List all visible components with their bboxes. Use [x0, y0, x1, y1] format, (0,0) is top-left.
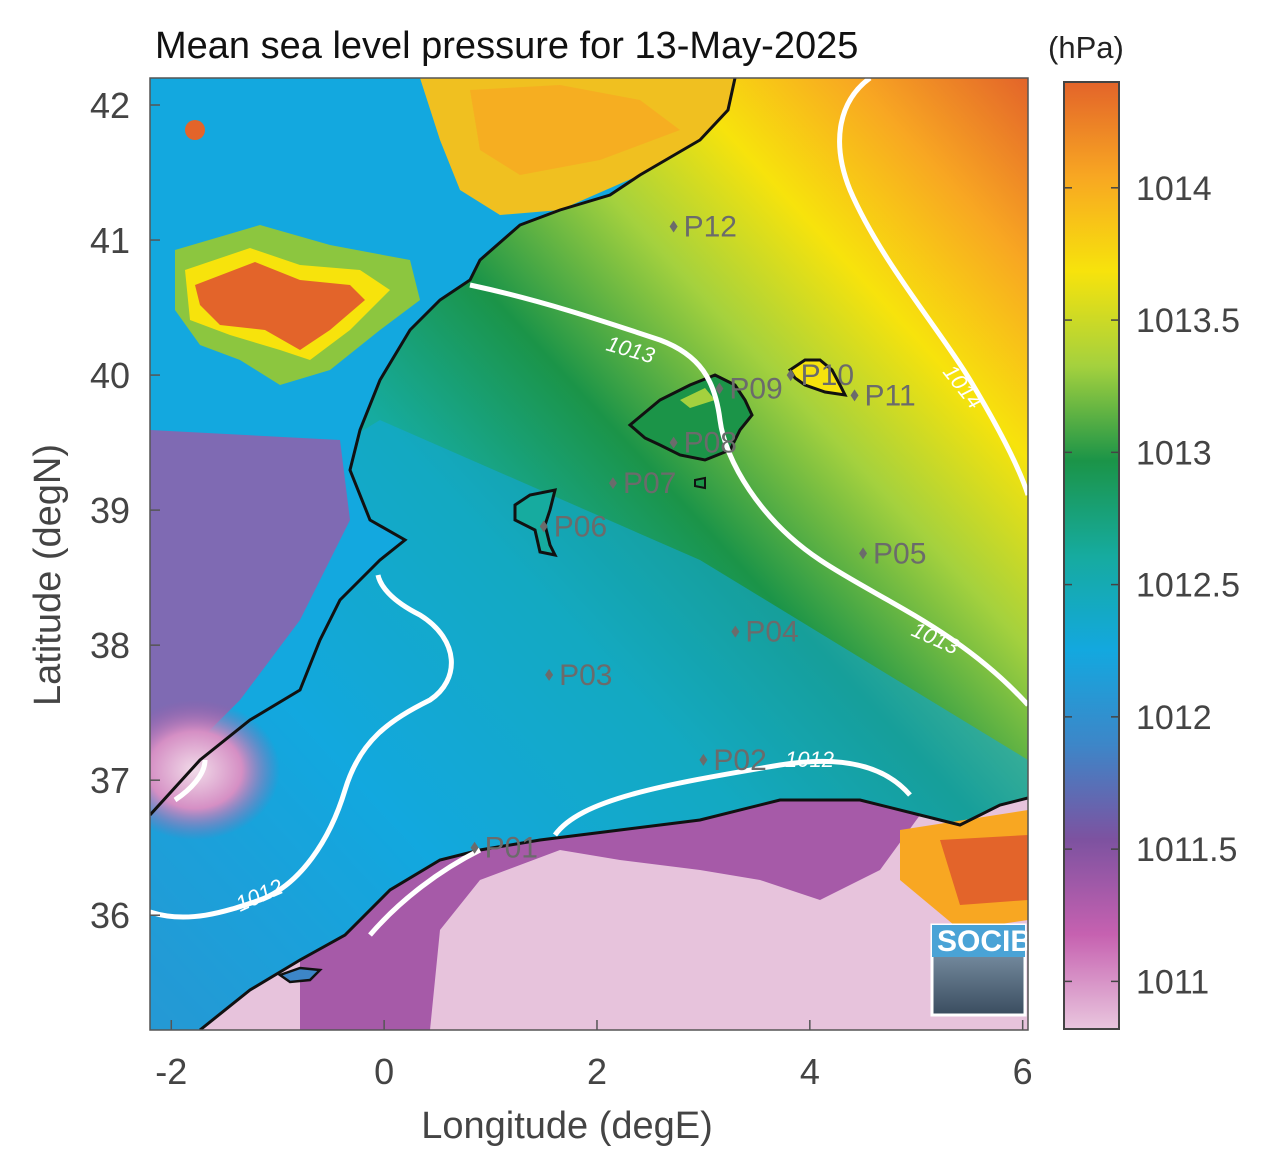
station-label: P05: [873, 537, 926, 570]
station-marker: [470, 841, 479, 854]
station-p03: P03: [545, 659, 612, 692]
x-axis-label: Longitude (degE): [421, 1105, 713, 1147]
socib-logo: SOCIB: [930, 923, 1032, 1017]
station-label: P02: [713, 744, 766, 777]
colorbar-tick-label: 1011.5: [1136, 831, 1237, 869]
colorbar-tick-label: 1014: [1136, 170, 1212, 208]
y-tick-label: 42: [90, 85, 130, 126]
x-tick-label: 2: [587, 1051, 607, 1092]
station-label: P10: [801, 359, 854, 392]
plot-frame: [149, 77, 1029, 1031]
station-p02: P02: [699, 744, 767, 777]
highland-orange: [195, 262, 365, 350]
contour-line-1012-west: [150, 574, 454, 920]
station-p07: P07: [608, 467, 676, 500]
ibiza: [513, 488, 558, 558]
menorca: [787, 358, 848, 397]
station-p09: P09: [715, 373, 783, 406]
x-tick-label: 0: [374, 1051, 394, 1092]
station-label: P03: [559, 659, 612, 692]
x-axis-ticks: -2 0 2 4 6: [155, 1020, 1033, 1092]
station-marker: [669, 436, 678, 449]
station-marker: [715, 382, 724, 395]
chart-title: Mean sea level pressure for 13-May-2025: [155, 25, 858, 67]
y-tick-label: 38: [90, 625, 130, 666]
station-marker: [539, 520, 548, 533]
station-label: P06: [554, 510, 607, 543]
iberia-south-low: [150, 430, 350, 790]
colorbar-ticks: 1011 1011.5 1012 1012.5 1013 1013.5 1014: [1064, 170, 1240, 1001]
colorbar-tick-label: 1013: [1136, 434, 1212, 472]
x-tick-label: -2: [155, 1051, 187, 1092]
station-label: P09: [729, 373, 782, 406]
contour-line-1014: [837, 78, 1028, 496]
station-marker: [859, 547, 868, 560]
contour-line-1012-pink: [173, 759, 208, 803]
y-tick-label: 39: [90, 490, 130, 531]
station-marker: [786, 369, 795, 382]
station-label: P08: [684, 427, 737, 460]
logo-header: [932, 925, 1025, 957]
cabrera: [694, 476, 706, 490]
station-p01: P01: [470, 832, 538, 865]
contour-line-1012-east: [552, 758, 912, 837]
colorbar-tick-label: 1011: [1136, 963, 1209, 1001]
y-tick-label: 36: [90, 895, 130, 936]
colorbar-tick-label: 1012: [1136, 699, 1212, 737]
colorbar-tick-label: 1013.5: [1136, 302, 1240, 340]
station-label: P04: [745, 616, 798, 649]
contour-line-1013: [469, 282, 1028, 707]
station-p05: P05: [859, 537, 926, 570]
peak-orange: [185, 120, 205, 140]
contour-label-1012-east: 1012: [785, 747, 834, 772]
station-marker: [608, 477, 617, 490]
pressure-field: 1013 1013 1014 1012 1012 SOCIB: [150, 78, 1032, 1030]
alboran-lake: [277, 966, 323, 984]
station-marker: [669, 220, 678, 233]
station-p06: P06: [539, 510, 607, 543]
station-p11: P11: [850, 379, 916, 412]
contour-line-1012-south: [368, 847, 482, 937]
x-tick-label: 4: [800, 1051, 820, 1092]
station-marker: [850, 389, 859, 402]
logo-text: SOCIB: [937, 925, 1032, 958]
station-p04: P04: [731, 616, 799, 649]
colorbar-tick-label: 1012.5: [1136, 567, 1240, 605]
station-label: P07: [623, 467, 676, 500]
station-label: P11: [865, 379, 916, 412]
catalonia-orange: [470, 85, 680, 175]
station-p10: P10: [786, 359, 854, 392]
station-label: P01: [485, 832, 538, 865]
y-axis-ticks: 36 37 38 39 40 41 42: [90, 85, 160, 936]
colorbar-unit: (hPa): [1048, 30, 1124, 65]
station-marker: [731, 625, 740, 638]
y-axis-label: Latitude (degN): [27, 444, 69, 706]
african-coastline: [199, 796, 1028, 1030]
station-marker: [699, 753, 708, 766]
y-tick-label: 37: [90, 760, 130, 801]
africa-red-patch: [940, 835, 1028, 905]
colorbar: [1063, 81, 1120, 1030]
pink-low-center: [150, 700, 280, 840]
y-tick-label: 40: [90, 355, 130, 396]
mallorca-highland: [680, 388, 715, 408]
iberian-coastline: [150, 78, 737, 817]
station-p12: P12: [669, 211, 737, 244]
station-marker: [545, 668, 554, 681]
x-tick-label: 6: [1013, 1051, 1033, 1092]
station-label: P12: [684, 211, 737, 244]
station-p08: P08: [669, 427, 737, 460]
y-tick-label: 41: [90, 220, 130, 261]
